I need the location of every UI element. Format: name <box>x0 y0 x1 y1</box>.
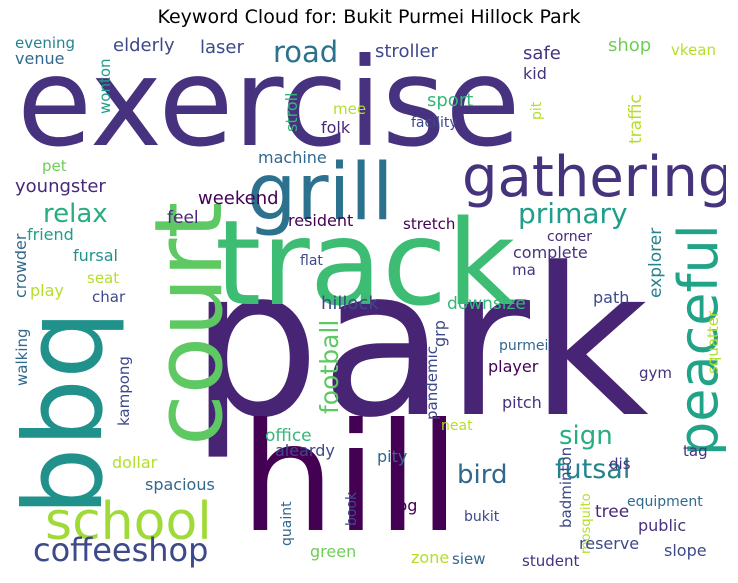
word-cloud: exercise park track hill court grill bbq… <box>15 34 726 576</box>
word-futsal: futsal <box>555 454 631 485</box>
word-school: school <box>45 492 212 552</box>
word-folk: folk <box>321 118 351 137</box>
word-stretch: stretch <box>403 215 456 233</box>
word-venue: venue <box>15 49 65 68</box>
word-tree: tree <box>595 502 630 522</box>
word-football: football <box>315 319 344 414</box>
word-play: play <box>30 281 64 300</box>
word-laser: laser <box>200 37 244 58</box>
word-gathering: gathering <box>462 145 726 210</box>
word-student: student <box>522 552 580 570</box>
word-complete: complete <box>513 243 588 262</box>
word-ma: ma <box>512 261 536 279</box>
word-pitch: pitch <box>502 393 542 412</box>
word-tag: tag <box>683 442 708 460</box>
word-track: track <box>215 194 516 332</box>
word-zone: zone <box>411 548 450 567</box>
word-slope: slope <box>664 541 707 560</box>
word-badminton: badminton <box>557 446 575 528</box>
word-squatter: squatter <box>704 310 722 374</box>
word-exercise: exercise <box>17 34 521 174</box>
word-walking: walking <box>15 328 31 386</box>
word-green: green <box>310 542 357 561</box>
word-shop: shop <box>608 35 652 56</box>
word-char: char <box>92 288 126 306</box>
word-kid: kid <box>523 64 547 83</box>
word-safe: safe <box>523 43 561 64</box>
word-stroll: stroll <box>282 92 301 132</box>
word-primary: primary <box>518 197 628 230</box>
word-relax: relax <box>43 199 108 229</box>
word-corner: corner <box>547 229 593 245</box>
word-grp: grp <box>430 320 449 347</box>
word-explorer: explorer <box>646 227 666 298</box>
word-kampong: kampong <box>115 356 133 426</box>
word-feel: feel <box>167 208 199 228</box>
word-neat: neat <box>441 418 473 434</box>
word-player: player <box>488 357 539 376</box>
chart-title: Keyword Cloud for: Bukit Purmei Hillock … <box>157 6 581 28</box>
word-gym: gym <box>639 364 673 382</box>
word-quaint: quaint <box>279 501 295 546</box>
word-siew: siew <box>452 550 486 568</box>
word-youngster: youngster <box>15 176 106 197</box>
word-pet: pet <box>42 157 67 175</box>
word-elderly: elderly <box>113 35 175 56</box>
word-court: court <box>135 201 244 446</box>
word-equipment: equipment <box>627 494 703 510</box>
word-bird: bird <box>457 460 508 490</box>
word-jog: jog <box>393 496 418 515</box>
word-reserve: reserve <box>579 534 640 553</box>
word-stroller: stroller <box>375 41 438 62</box>
word-park: park <box>190 225 649 463</box>
word-weekend: weekend <box>198 188 279 209</box>
word-sign: sign <box>559 421 613 451</box>
word-road: road <box>273 35 339 69</box>
word-mee: mee <box>333 100 367 118</box>
word-public: public <box>638 516 687 535</box>
word-purmei: purmei <box>499 338 549 354</box>
word-spacious: spacious <box>145 475 215 494</box>
word-hill: hill <box>240 392 461 566</box>
word-downsize: downsize <box>447 294 526 314</box>
word-traffic: traffic <box>626 94 646 144</box>
word-aleardy: aleardy <box>275 441 335 460</box>
word-resident: resident <box>288 211 354 230</box>
word-flat: flat <box>300 253 323 269</box>
word-seat: seat <box>87 269 120 287</box>
word-wonton: wonton <box>96 58 114 114</box>
word-path: path <box>593 288 630 307</box>
word-grill: grill <box>247 148 394 238</box>
word-vkean: vkean <box>671 41 716 59</box>
word-book: book <box>344 491 360 526</box>
word-crowder: crowder <box>15 233 30 298</box>
word-sport: sport <box>427 90 474 111</box>
word-evening: evening <box>15 34 76 52</box>
word-office: office <box>265 426 312 446</box>
word-dollar: dollar <box>112 453 158 472</box>
word-friend: friend <box>27 225 74 244</box>
word-machine: machine <box>258 148 327 167</box>
word-pandemic: pandemic <box>423 346 441 420</box>
word-bukit: bukit <box>464 509 500 525</box>
word-pity: pity <box>377 447 408 466</box>
word-fursal: fursal <box>73 246 118 265</box>
word-hillock: hillock <box>321 293 379 314</box>
word-pit: pit <box>529 101 545 120</box>
word-dis: dis <box>609 455 631 473</box>
word-facility: facility <box>411 115 458 131</box>
word-coffeeshop: coffeeshop <box>33 531 209 569</box>
